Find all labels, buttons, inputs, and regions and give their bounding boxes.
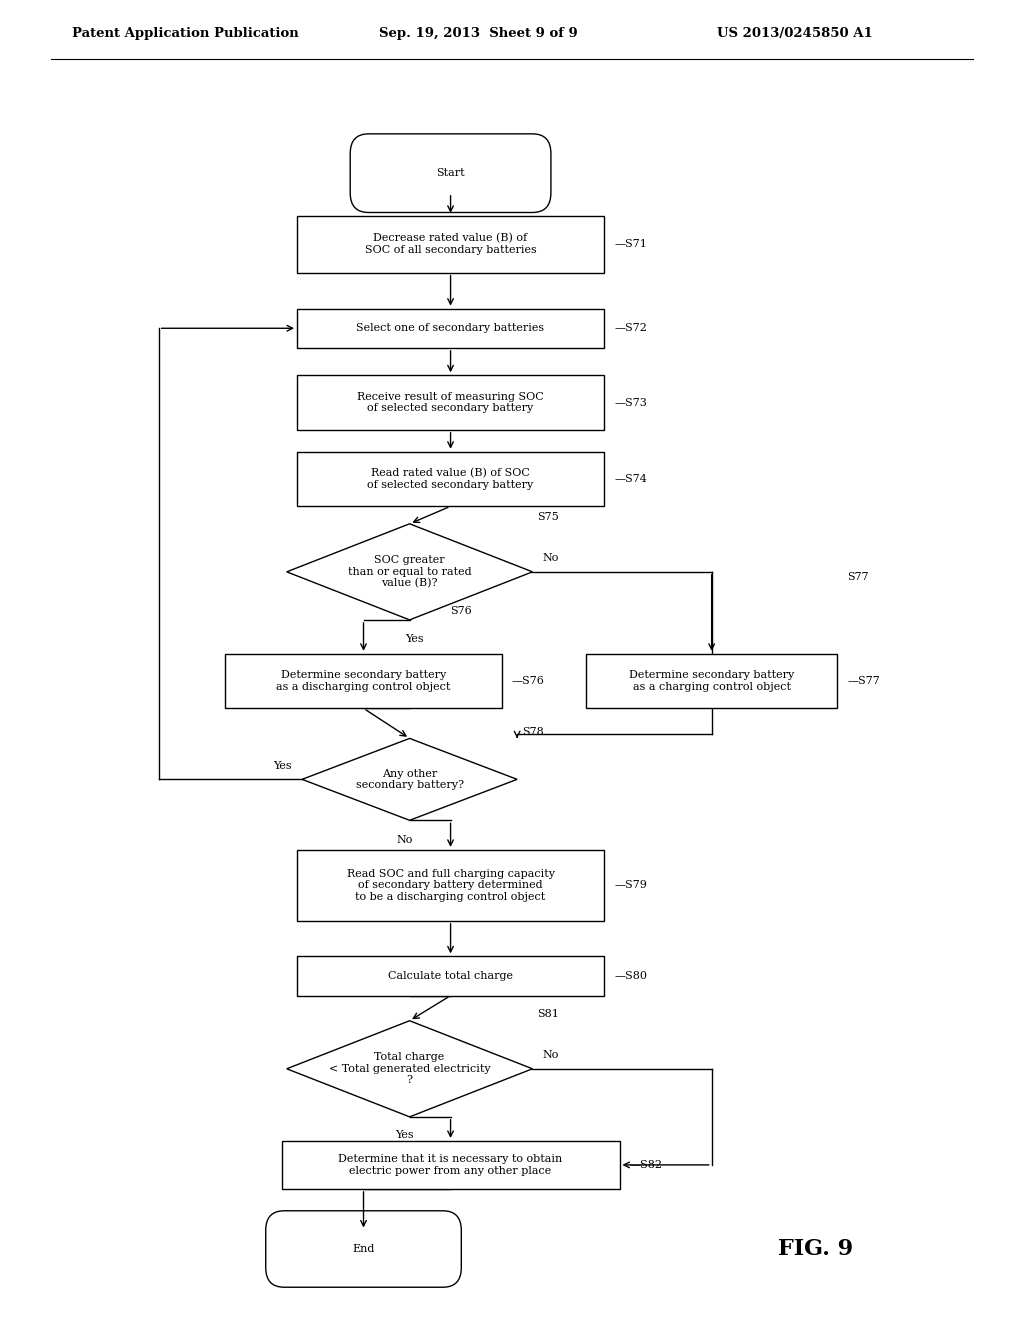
Text: S81: S81	[538, 1010, 559, 1019]
Text: —S73: —S73	[614, 397, 647, 408]
Text: S78: S78	[522, 727, 544, 738]
Text: Read rated value (B) of SOC
of selected secondary battery: Read rated value (B) of SOC of selected …	[368, 469, 534, 490]
FancyBboxPatch shape	[297, 309, 604, 348]
Text: Start: Start	[436, 168, 465, 178]
Text: Yes: Yes	[406, 634, 424, 644]
Polygon shape	[287, 1020, 532, 1117]
Text: No: No	[543, 553, 559, 564]
Text: FIG. 9: FIG. 9	[778, 1238, 853, 1261]
Text: End: End	[352, 1243, 375, 1254]
FancyBboxPatch shape	[297, 850, 604, 921]
Text: Read SOC and full charging capacity
of secondary battery determined
to be a disc: Read SOC and full charging capacity of s…	[346, 869, 555, 902]
FancyBboxPatch shape	[297, 375, 604, 430]
Text: US 2013/0245850 A1: US 2013/0245850 A1	[717, 26, 872, 40]
Text: —S71: —S71	[614, 239, 647, 249]
FancyBboxPatch shape	[225, 653, 502, 709]
Text: Calculate total charge: Calculate total charge	[388, 972, 513, 981]
Text: S75: S75	[538, 512, 559, 523]
FancyBboxPatch shape	[265, 1210, 461, 1287]
Text: Any other
secondary battery?: Any other secondary battery?	[355, 768, 464, 791]
Text: —S80: —S80	[614, 972, 647, 981]
Text: S76: S76	[451, 606, 472, 615]
Text: S77: S77	[847, 573, 869, 582]
Text: Yes: Yes	[273, 760, 292, 771]
Text: Receive result of measuring SOC
of selected secondary battery: Receive result of measuring SOC of selec…	[357, 392, 544, 413]
Text: Decrease rated value (B) of
SOC of all secondary batteries: Decrease rated value (B) of SOC of all s…	[365, 234, 537, 255]
Text: Sep. 19, 2013  Sheet 9 of 9: Sep. 19, 2013 Sheet 9 of 9	[379, 26, 578, 40]
Text: —S72: —S72	[614, 323, 647, 333]
FancyBboxPatch shape	[350, 133, 551, 213]
Text: Yes: Yes	[395, 1130, 414, 1140]
FancyBboxPatch shape	[297, 215, 604, 272]
Text: Total charge
< Total generated electricity
?: Total charge < Total generated electrici…	[329, 1052, 490, 1085]
Text: —S76: —S76	[512, 676, 545, 686]
Text: Determine secondary battery
as a discharging control object: Determine secondary battery as a dischar…	[276, 671, 451, 692]
Text: No: No	[396, 834, 413, 845]
Text: —S79: —S79	[614, 880, 647, 890]
Text: No: No	[543, 1049, 559, 1060]
FancyBboxPatch shape	[282, 1140, 620, 1189]
Text: —S74: —S74	[614, 474, 647, 484]
FancyBboxPatch shape	[586, 653, 838, 709]
Text: Determine secondary battery
as a charging control object: Determine secondary battery as a chargin…	[629, 671, 795, 692]
FancyBboxPatch shape	[297, 956, 604, 995]
Polygon shape	[302, 738, 517, 820]
Text: —S82: —S82	[630, 1160, 663, 1170]
Text: Select one of secondary batteries: Select one of secondary batteries	[356, 323, 545, 333]
Text: Determine that it is necessary to obtain
electric power from any other place: Determine that it is necessary to obtain…	[339, 1154, 562, 1176]
Polygon shape	[287, 524, 532, 620]
FancyBboxPatch shape	[297, 451, 604, 507]
Text: Patent Application Publication: Patent Application Publication	[72, 26, 298, 40]
Text: SOC greater
than or equal to rated
value (B)?: SOC greater than or equal to rated value…	[348, 554, 471, 589]
Text: —S77: —S77	[847, 676, 880, 686]
